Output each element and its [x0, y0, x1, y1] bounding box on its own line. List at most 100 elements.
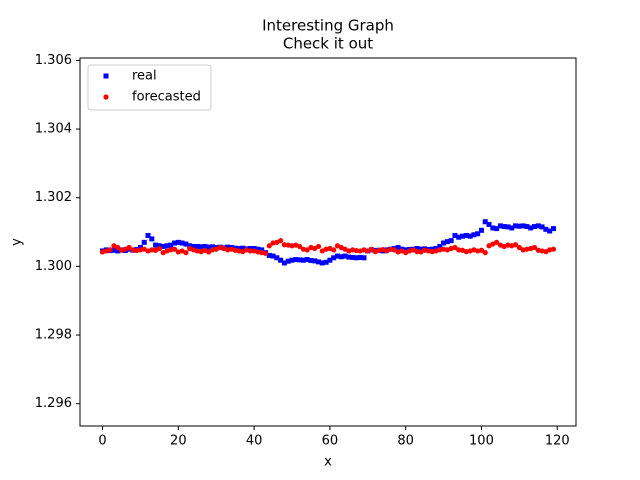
y-tick-label: 1.296: [35, 396, 72, 411]
point: [391, 247, 397, 253]
point: [316, 259, 322, 265]
point: [475, 231, 481, 237]
point: [300, 257, 306, 263]
point: [156, 245, 162, 252]
point: [331, 247, 337, 253]
point: [403, 247, 409, 253]
point: [357, 254, 363, 260]
point: [145, 232, 151, 238]
point: [478, 247, 485, 253]
point: [482, 250, 488, 256]
point: [312, 245, 318, 252]
x-tick-label: 40: [246, 434, 263, 449]
point: [209, 244, 215, 250]
chart-subtitle: Check it out: [283, 35, 373, 53]
point: [255, 246, 261, 252]
point: [259, 247, 265, 253]
point: [274, 255, 280, 261]
legend-box: [87, 64, 212, 111]
point: [175, 239, 181, 245]
point: [278, 257, 284, 263]
point: [266, 243, 272, 249]
point: [278, 238, 284, 244]
point: [368, 246, 375, 252]
point: [444, 239, 450, 245]
point: [156, 243, 162, 249]
legend-label: real: [132, 69, 157, 84]
point: [547, 228, 553, 234]
point: [516, 244, 522, 251]
point: [414, 246, 420, 252]
x-tick-label: 20: [170, 434, 187, 449]
point: [304, 247, 310, 253]
point: [501, 224, 507, 230]
point: [395, 244, 401, 250]
point: [509, 225, 515, 231]
point: [206, 244, 212, 250]
point: [160, 243, 166, 249]
point: [262, 250, 269, 256]
point: [513, 223, 519, 229]
point: [478, 227, 484, 233]
point: [115, 248, 121, 254]
point: [539, 224, 545, 230]
legend-marker: [103, 94, 109, 100]
point: [452, 244, 458, 251]
point: [206, 249, 212, 255]
point: [240, 245, 246, 251]
point: [293, 257, 299, 263]
point: [535, 223, 541, 229]
point: [414, 249, 420, 255]
point: [516, 223, 522, 229]
point: [296, 243, 303, 250]
point: [164, 243, 170, 249]
point: [338, 254, 344, 260]
point: [342, 253, 348, 259]
point: [334, 253, 340, 259]
point: [452, 232, 458, 238]
y-tick-label: 1.298: [35, 328, 72, 343]
point: [550, 226, 556, 232]
point: [463, 232, 469, 238]
point: [225, 244, 231, 250]
point: [187, 243, 193, 249]
point: [353, 247, 360, 254]
point: [179, 240, 185, 246]
point: [319, 260, 325, 266]
chart-title: Interesting Graph: [262, 17, 394, 35]
point: [202, 243, 208, 249]
point: [149, 236, 155, 242]
point: [494, 239, 500, 245]
point: [171, 246, 178, 252]
point: [126, 244, 132, 251]
point: [512, 242, 519, 248]
point: [247, 248, 253, 254]
y-tick-label: 1.304: [35, 122, 72, 137]
point: [543, 226, 549, 232]
point: [107, 247, 113, 253]
legend-label: forecasted: [132, 90, 201, 105]
point: [456, 234, 462, 240]
point: [494, 226, 500, 232]
point: [532, 224, 538, 230]
x-axis-label: x: [324, 455, 332, 470]
point: [346, 254, 352, 260]
x-tick-label: 60: [322, 434, 339, 449]
point: [486, 221, 492, 227]
plot-frame: [79, 57, 577, 427]
x-tick-label: 80: [397, 434, 414, 449]
x-tick-label: 100: [469, 434, 494, 449]
point: [194, 243, 200, 249]
point: [285, 258, 291, 264]
point: [297, 257, 303, 263]
point: [172, 240, 178, 246]
y-tick-label: 1.306: [35, 53, 72, 68]
point: [304, 257, 310, 263]
point: [490, 225, 496, 231]
point: [183, 250, 189, 256]
point: [270, 253, 276, 259]
point: [418, 246, 424, 252]
point: [331, 255, 337, 261]
point: [505, 224, 511, 230]
point: [460, 233, 466, 239]
